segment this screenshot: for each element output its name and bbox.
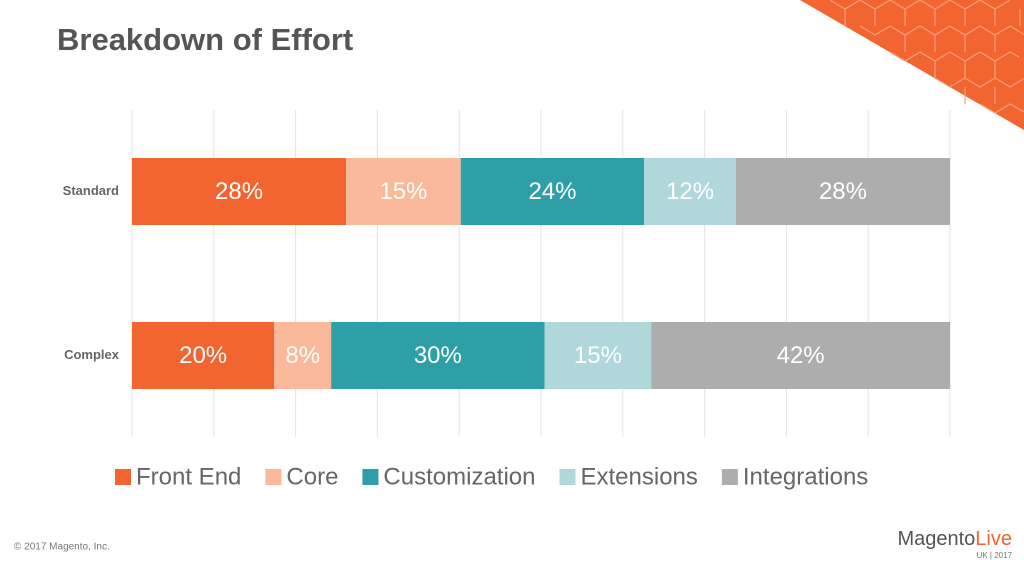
y-tick-label: Complex xyxy=(64,347,120,362)
value-label: 28% xyxy=(215,178,263,205)
copyright: © 2017 Magento, Inc. xyxy=(14,542,110,553)
logo-name: Magento xyxy=(897,528,975,550)
bar-segment xyxy=(132,322,275,389)
corner-pattern xyxy=(800,0,1024,130)
value-label: 8% xyxy=(285,342,320,369)
bar-segment xyxy=(544,322,652,389)
legend-label: Extensions xyxy=(580,463,697,490)
value-label: 28% xyxy=(819,178,867,205)
legend-label: Core xyxy=(286,463,338,490)
legend-swatch xyxy=(265,469,282,485)
bar-segment xyxy=(735,158,950,225)
value-label: 15% xyxy=(379,178,427,205)
legend: Front End Core Customization Extensions Inte… xyxy=(115,463,868,490)
bar-segment xyxy=(331,322,545,389)
value-label: 20% xyxy=(179,342,227,369)
legend-label: Customization xyxy=(383,463,535,490)
legend-swatch xyxy=(721,469,738,485)
bars: Standard 28% 15% 24% 12% 28% Complex 20% 8% 30% 15… xyxy=(63,158,950,389)
logo-sub: UK | 2017 xyxy=(977,551,1013,560)
bar-segment xyxy=(132,158,347,225)
y-tick-label: Standard xyxy=(63,183,119,198)
bar-segment xyxy=(460,158,645,225)
legend-label: Integrations xyxy=(743,463,868,490)
legend-swatch xyxy=(362,469,379,485)
legend-label: Front End xyxy=(136,463,241,490)
chart-title: Breakdown of Effort xyxy=(57,22,353,57)
legend-swatch xyxy=(559,469,576,485)
bar-segment xyxy=(651,322,950,389)
legend-swatch xyxy=(115,469,131,485)
bar-segment xyxy=(346,158,461,225)
value-label: 24% xyxy=(528,178,576,205)
value-label: 30% xyxy=(414,342,462,369)
value-label: 42% xyxy=(777,342,825,369)
logo-accent: Live xyxy=(975,528,1012,550)
bar-segment xyxy=(274,322,332,389)
logo: MagentoLive xyxy=(897,528,1012,550)
bar-segment xyxy=(644,158,736,225)
value-label: 12% xyxy=(666,178,714,205)
value-label: 15% xyxy=(574,342,622,369)
